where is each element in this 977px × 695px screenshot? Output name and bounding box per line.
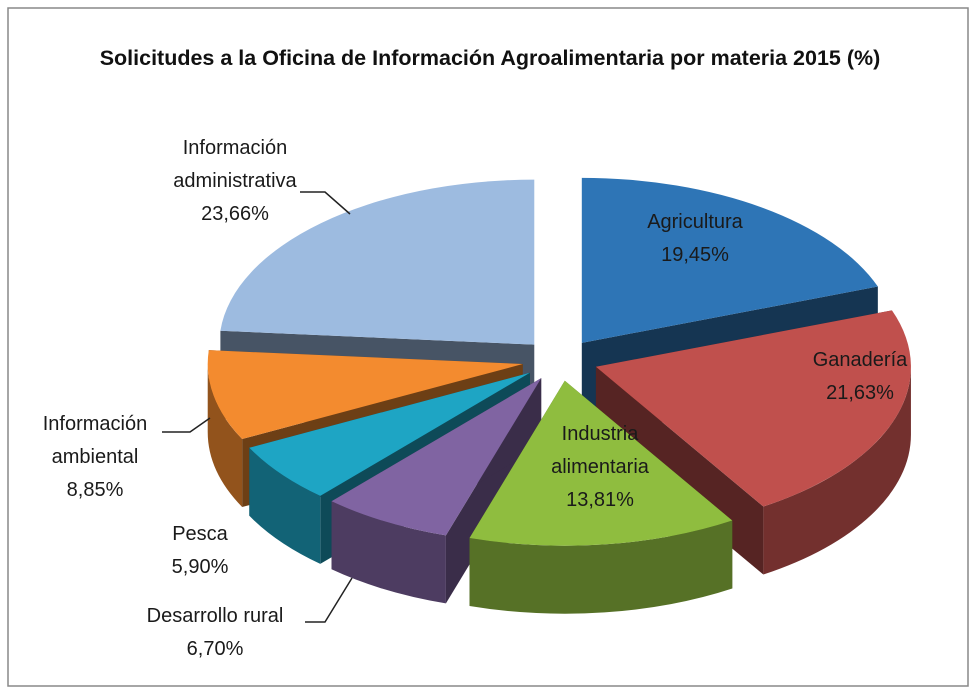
leader-line xyxy=(305,577,353,623)
value-label: 21,63% xyxy=(826,382,894,404)
value-label: 23,66% xyxy=(201,203,269,225)
slice-wall xyxy=(469,520,733,614)
data-label: Ganadería 21,63% xyxy=(780,344,940,410)
value-label: 8,85% xyxy=(66,479,124,501)
category-label: Información administrativa xyxy=(173,137,297,192)
slice-wall xyxy=(207,364,243,508)
leader-line xyxy=(162,417,211,433)
category-label: Pesca xyxy=(172,523,228,545)
category-label: Información ambiental xyxy=(42,413,148,468)
slice-wall xyxy=(763,366,911,575)
slice-top xyxy=(331,378,542,536)
chart-title: Solicitudes a la Oficina de Información … xyxy=(99,46,881,70)
slice xyxy=(469,380,733,614)
leader-line xyxy=(300,191,351,215)
category-label: Agricultura xyxy=(647,211,743,233)
slice-top xyxy=(581,177,878,343)
category-label: Ganadería xyxy=(812,349,908,371)
category-label: Desarrollo rural xyxy=(146,605,284,627)
slice-top xyxy=(207,350,523,440)
slice-top xyxy=(220,179,535,345)
slice-top xyxy=(595,310,911,507)
slice xyxy=(331,378,542,604)
slice-top xyxy=(249,372,530,496)
pie xyxy=(207,177,911,614)
value-label: 5,90% xyxy=(171,556,229,578)
value-label: 6,70% xyxy=(186,638,244,660)
value-label: 13,81% xyxy=(566,489,634,511)
data-label: Pesca 5,90% xyxy=(140,518,260,584)
slice-top xyxy=(469,380,733,546)
data-label: Industria alimentaria 13,81% xyxy=(515,418,685,517)
data-label: Agricultura 19,45% xyxy=(620,206,770,272)
data-label: Información ambiental 8,85% xyxy=(10,408,180,507)
category-label: Industria alimentaria xyxy=(551,423,649,478)
slice-wall xyxy=(249,447,321,564)
slice-wall xyxy=(331,501,446,604)
data-label: Información administrativa 23,66% xyxy=(140,132,330,231)
data-label: Desarrollo rural 6,70% xyxy=(125,600,305,666)
value-label: 19,45% xyxy=(661,244,729,266)
